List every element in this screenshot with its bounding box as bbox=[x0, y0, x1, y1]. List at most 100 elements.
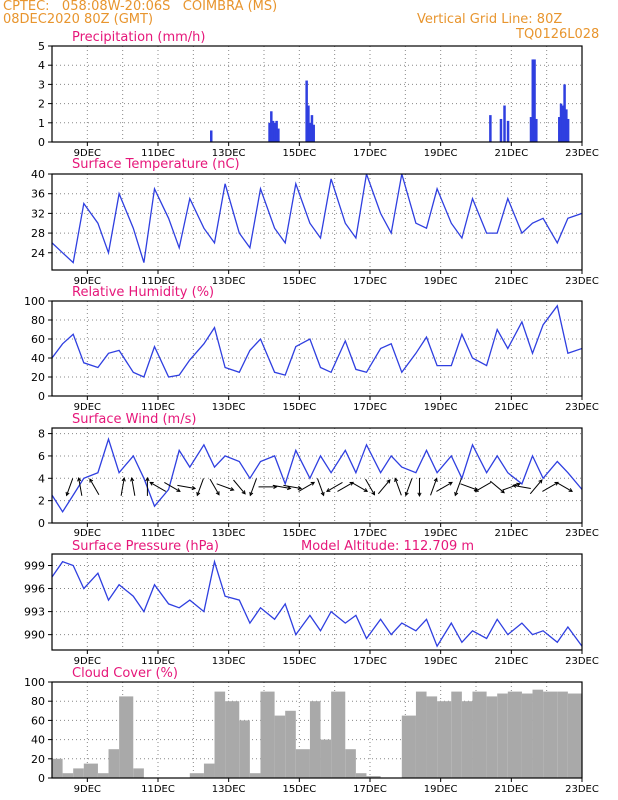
wind-vector-shaft bbox=[475, 481, 492, 492]
x-tick-label: 15DEC bbox=[282, 402, 316, 413]
precip-bar bbox=[271, 120, 275, 142]
wind-vector-shaft bbox=[89, 478, 100, 495]
y-tick-label: 1 bbox=[38, 117, 45, 130]
wind-vector bbox=[436, 481, 453, 492]
series-line bbox=[52, 304, 582, 378]
series-line bbox=[52, 437, 582, 514]
wind-vector bbox=[377, 479, 391, 495]
wind-vector-shaft bbox=[149, 481, 167, 492]
cloud-bar bbox=[532, 689, 544, 778]
wind-vector-head bbox=[215, 491, 220, 496]
y-tick-label: 36 bbox=[31, 188, 45, 201]
x-tick-label: 19DEC bbox=[424, 276, 458, 287]
cloud-bar bbox=[461, 701, 473, 778]
wind-vector-shaft bbox=[542, 481, 559, 492]
x-tick-label: 11DEC bbox=[141, 402, 175, 413]
y-tick-label: 4 bbox=[38, 472, 45, 485]
wind-vector-head bbox=[554, 481, 559, 486]
y-tick-label: 80 bbox=[31, 695, 45, 708]
cloud-bar bbox=[415, 691, 427, 778]
wind-vector-shaft bbox=[196, 478, 204, 496]
wind-vector-head bbox=[297, 485, 303, 491]
wind-vector-shaft bbox=[249, 478, 257, 496]
precip-bar bbox=[275, 120, 278, 142]
wind-vector-head bbox=[65, 491, 70, 497]
wind-vector bbox=[316, 478, 325, 497]
x-tick-label: 23DEC bbox=[565, 276, 599, 287]
x-tick-label: 23DEC bbox=[565, 784, 599, 795]
panel-frame bbox=[51, 173, 583, 271]
precip-bar bbox=[310, 115, 314, 142]
wind-vector-head bbox=[89, 478, 94, 483]
wind-vector bbox=[404, 478, 413, 497]
precip-bar bbox=[506, 120, 510, 142]
precip-bar bbox=[305, 80, 308, 142]
wind-vector-head bbox=[249, 491, 254, 497]
wind-vector-head bbox=[404, 491, 409, 497]
wind-vector-head bbox=[121, 476, 126, 482]
wind-vector-shaft bbox=[529, 479, 543, 495]
wind-vector-head bbox=[196, 491, 201, 497]
wind-vector-shaft bbox=[351, 481, 368, 492]
panel-1: 0 1 2 3 4 5 9DEC 11DEC 13DEC 15DEC 17DEC 19DEC 21DEC… bbox=[38, 30, 599, 159]
x-tick-label: 21DEC bbox=[494, 402, 528, 413]
x-tick-label: 17DEC bbox=[353, 402, 387, 413]
x-tick-label: 15DEC bbox=[282, 148, 316, 159]
x-tick-label: 23DEC bbox=[565, 528, 599, 539]
precip-bar bbox=[270, 111, 273, 142]
wind-vector-shaft bbox=[337, 481, 354, 492]
x-tick-label: 21DEC bbox=[494, 656, 528, 667]
wind-vector-shaft bbox=[131, 477, 136, 496]
cloud-bar bbox=[567, 693, 582, 778]
x-tick-label: 9DEC bbox=[74, 276, 101, 287]
precip-bar bbox=[559, 103, 563, 142]
x-tick-label: 11DEC bbox=[141, 656, 175, 667]
x-tick-label: 21DEC bbox=[494, 784, 528, 795]
header-grid-line: Vertical Grid Line: 80Z bbox=[417, 12, 563, 27]
x-tick-label: 13DEC bbox=[212, 402, 246, 413]
wind-vector bbox=[326, 481, 343, 492]
wind-vector-shaft bbox=[454, 478, 462, 496]
y-tick-label: 6 bbox=[38, 450, 45, 463]
x-tick-label: 13DEC bbox=[212, 148, 246, 159]
wind-vector-head bbox=[326, 488, 331, 492]
x-tick-label: 19DEC bbox=[424, 402, 458, 413]
panel-frame bbox=[51, 553, 583, 651]
cloud-bar bbox=[521, 693, 533, 778]
y-tick-label: 60 bbox=[31, 333, 45, 346]
wind-vector-head bbox=[568, 488, 573, 492]
x-tick-label: 9DEC bbox=[74, 656, 101, 667]
y-tick-label: 20 bbox=[31, 371, 45, 384]
wind-vector-head bbox=[371, 491, 376, 496]
x-tick-label: 9DEC bbox=[74, 528, 101, 539]
y-tick-label: 3 bbox=[38, 78, 45, 91]
y-tick-label: 999 bbox=[24, 560, 45, 573]
x-tick-label: 19DEC bbox=[424, 656, 458, 667]
wind-vector bbox=[120, 476, 126, 496]
y-tick-label: 0 bbox=[38, 390, 45, 403]
cloud-bar bbox=[309, 701, 321, 778]
precip-bar bbox=[531, 59, 535, 142]
panel-frame bbox=[51, 45, 583, 143]
wind-vector bbox=[512, 483, 531, 489]
precip-bar bbox=[312, 124, 315, 142]
header-model-id: TQ0126L028 bbox=[516, 27, 600, 42]
x-tick-label: 13DEC bbox=[212, 656, 246, 667]
wind-vector-shaft bbox=[405, 478, 413, 496]
wind-vector-shaft bbox=[512, 484, 531, 489]
cloud-bar bbox=[73, 768, 84, 778]
x-tick-label: 15DEC bbox=[282, 784, 316, 795]
series-line bbox=[52, 174, 582, 264]
wind-vector-shaft bbox=[164, 481, 181, 492]
x-tick-label: 13DEC bbox=[212, 784, 246, 795]
wind-vector-shaft bbox=[316, 478, 325, 496]
series-group bbox=[52, 689, 582, 778]
wind-vector bbox=[164, 481, 181, 492]
wind-vector bbox=[149, 481, 167, 492]
wind-vector-shaft bbox=[489, 480, 505, 494]
cloud-bar bbox=[260, 691, 275, 778]
x-tick-label: 15DEC bbox=[282, 656, 316, 667]
precip-bar bbox=[499, 118, 503, 142]
y-tick-label: 5 bbox=[38, 40, 45, 53]
